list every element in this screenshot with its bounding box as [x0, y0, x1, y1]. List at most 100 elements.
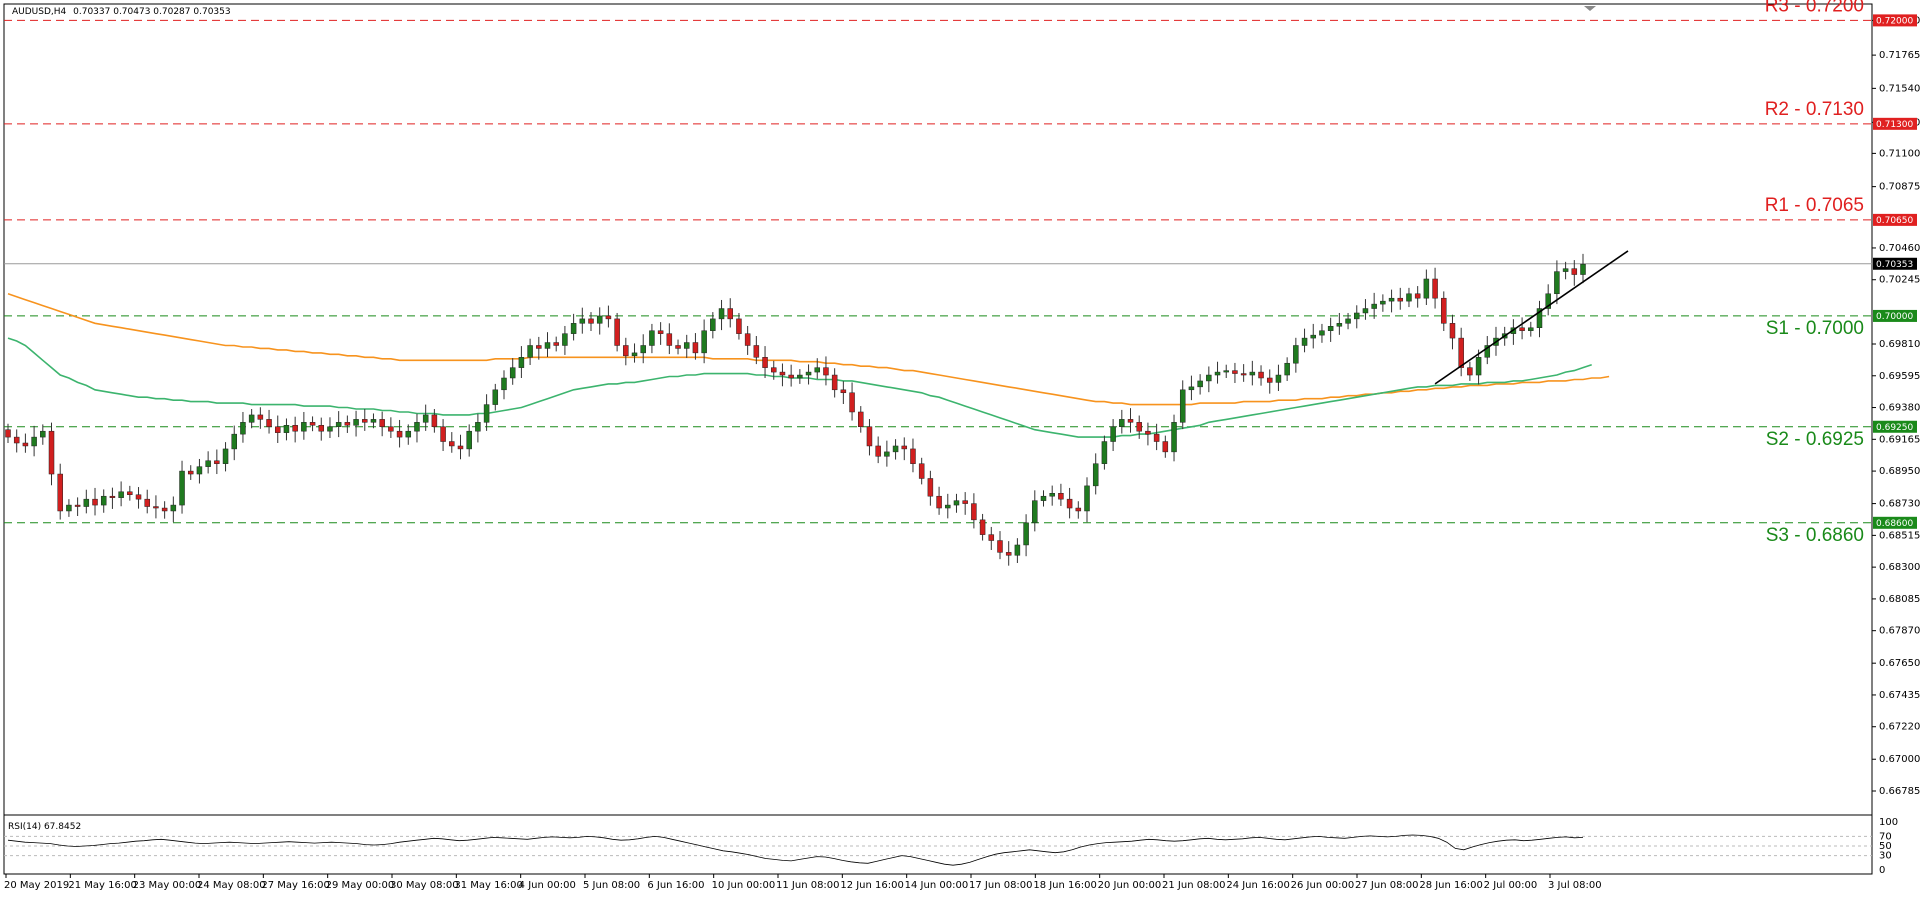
candle-body [1127, 419, 1134, 423]
y-tick-label: 0.70245 [1879, 275, 1920, 286]
candle-body [1179, 389, 1186, 423]
candle-body [83, 498, 90, 507]
candle-body [1058, 493, 1064, 500]
y-tick-label: 0.69380 [1879, 403, 1920, 414]
y-tick-label: 0.70875 [1879, 182, 1920, 193]
candle-body [788, 374, 794, 379]
y-tick-label: 0.66785 [1879, 786, 1920, 797]
candle-body [892, 445, 899, 453]
candle-body [1197, 380, 1203, 388]
level-price-tag [1873, 309, 1917, 322]
candle-body [109, 495, 116, 498]
x-tick-label: 24 May 08:00 [197, 880, 266, 891]
candle-body [1528, 327, 1534, 331]
candle-body [57, 473, 63, 512]
x-tick-label: 10 Jun 00:00 [712, 880, 776, 891]
rsi-label: RSI(14) 67.8452 [8, 822, 81, 832]
x-tick-label: 17 Jun 08:00 [969, 880, 1033, 891]
y-tick-label: 0.67650 [1879, 658, 1920, 669]
chevron-down-icon[interactable] [1584, 6, 1596, 11]
candle-body [623, 345, 629, 357]
price-axis: 0.720000.717650.715400.713100.711000.708… [1872, 15, 1920, 797]
candle-body [1066, 498, 1073, 509]
candle-body [1336, 323, 1343, 327]
header-symbol: AUDUSD,H4 [12, 7, 67, 17]
candle-body [275, 426, 281, 433]
candle-body [170, 504, 177, 512]
candle-body [1554, 271, 1560, 295]
candle-body [40, 430, 46, 438]
candle-body [179, 470, 185, 506]
x-tick-label: 29 May 00:00 [326, 880, 395, 891]
candle-body [718, 308, 725, 320]
y-tick-label: 0.71540 [1879, 83, 1920, 94]
candle-body [1293, 345, 1299, 364]
current-price-tag [1873, 257, 1917, 270]
y-tick-label: 0.68300 [1879, 562, 1920, 573]
candle-body [379, 419, 385, 428]
candle-body [692, 342, 699, 354]
candle-body [536, 345, 542, 349]
candle-body [257, 414, 264, 420]
y-tick-label: 0.69165 [1879, 434, 1920, 445]
candle-body [100, 495, 107, 506]
candle-body [1075, 507, 1082, 512]
candle-body [727, 308, 733, 320]
candle-body [449, 441, 455, 447]
y-tick-label: 0.67220 [1879, 722, 1920, 733]
candle-body [1319, 330, 1325, 336]
candle-body [979, 519, 986, 535]
candle-body [92, 498, 98, 506]
candle-body [657, 330, 664, 334]
y-tick-label: 0.68515 [1879, 530, 1920, 541]
header-ohlc: 0.70337 0.70473 0.70287 0.70353 [73, 7, 230, 17]
candle-body [1397, 297, 1404, 302]
level-price-tag [1873, 516, 1917, 529]
candle-body [884, 451, 890, 457]
candle-body [762, 357, 768, 368]
y-tick-label: 0.68950 [1879, 466, 1920, 477]
level-price-tag-text: 0.70650 [1876, 216, 1913, 226]
candle-body [1562, 268, 1569, 272]
candle-body [1153, 433, 1160, 442]
candle-body [388, 426, 394, 432]
candle-body [187, 470, 194, 475]
candle-body [953, 500, 960, 506]
level-label: S3 - 0.6860 [1766, 525, 1864, 546]
level-price-tag-text: 0.68600 [1876, 519, 1913, 529]
rsi-line [7, 834, 1584, 866]
candle-body [710, 318, 716, 331]
candle-body [362, 419, 368, 423]
level-price-tag-text: 0.69250 [1876, 423, 1913, 433]
candle-body [1414, 293, 1421, 299]
candle-body [1536, 308, 1543, 328]
x-tick-label: 2 Jul 00:00 [1484, 880, 1538, 891]
candle-body [1240, 373, 1247, 376]
candle-body [1284, 362, 1290, 376]
candle-body [1458, 337, 1464, 368]
x-tick-label: 12 Jun 16:00 [840, 880, 904, 891]
level-price-tag [1873, 213, 1917, 226]
candle-body [605, 315, 612, 320]
x-tick-label: 27 Jun 08:00 [1355, 880, 1419, 891]
candle-body [22, 442, 29, 447]
candle-body [440, 426, 446, 442]
candle-body [266, 419, 272, 428]
candle-body [1449, 323, 1456, 339]
candle-body [135, 494, 142, 500]
candle-body [1545, 293, 1551, 309]
candle-body [1188, 386, 1195, 391]
candle-body [614, 318, 620, 346]
x-tick-label: 11 Jun 08:00 [776, 880, 840, 891]
level-price-tag-text: 0.71300 [1876, 120, 1913, 130]
x-tick-label: 20 Jun 00:00 [1098, 880, 1162, 891]
candlesticks [5, 253, 1586, 566]
candle-body [858, 411, 864, 428]
candle-body [353, 419, 359, 426]
candle-body [1388, 297, 1395, 302]
candle-body [5, 429, 11, 438]
candle-body [770, 367, 777, 373]
candle-body [74, 504, 81, 507]
x-tick-label: 3 Jul 08:00 [1548, 880, 1602, 891]
